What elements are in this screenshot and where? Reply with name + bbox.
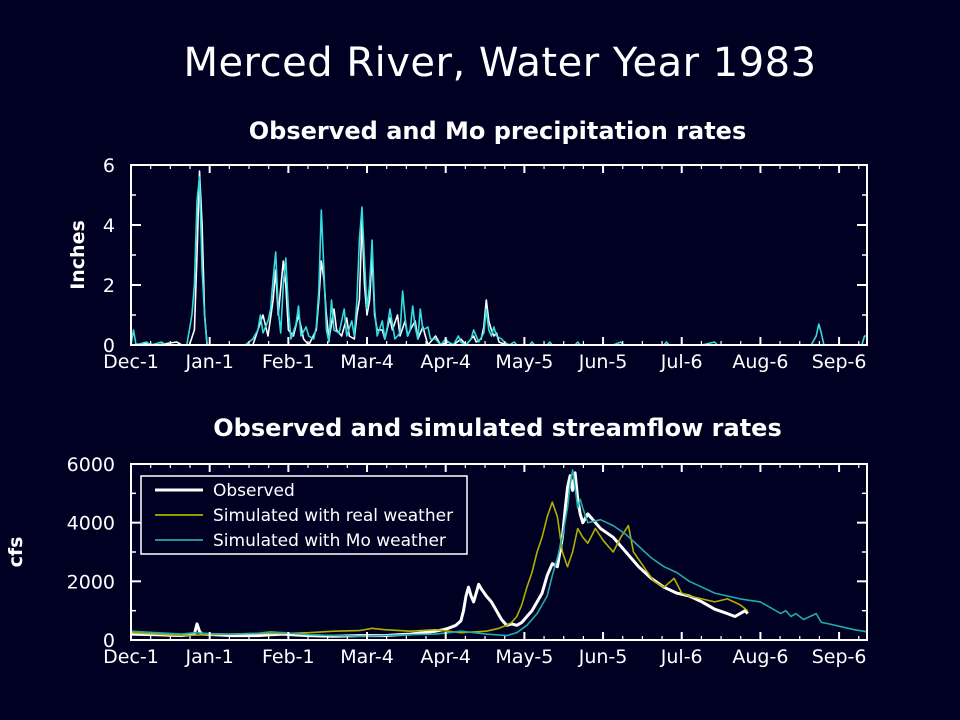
series-line-mo <box>130 176 867 346</box>
y-tick-label: 4000 <box>67 513 115 535</box>
y-tick-label: 6 <box>103 155 115 177</box>
x-tick-label: Jan-1 <box>185 646 234 668</box>
x-tick-label: Sep-6 <box>812 646 867 668</box>
x-tick-label: Jul-6 <box>660 646 703 668</box>
x-tick-label: Jun-5 <box>578 351 628 373</box>
series-line-observed <box>130 170 867 346</box>
y-tick-label: 6000 <box>67 454 115 476</box>
x-tick-label: Feb-1 <box>262 351 315 373</box>
x-tick-label: Mar-4 <box>340 351 394 373</box>
legend: Observed Simulated with real weather Simul… <box>140 475 468 555</box>
y-tick-label: 2 <box>103 275 115 297</box>
x-tick-label: Dec-1 <box>103 646 159 668</box>
plot-frame <box>130 164 868 346</box>
x-tick-label: Dec-1 <box>103 351 159 373</box>
precip-chart: 0 2 4 6 Dec-1 Jan-1 Feb-1 Mar-4 Apr-4 May-5 Jun-5 J… <box>67 155 868 373</box>
main-title: Merced River, Water Year 1983 <box>183 40 817 86</box>
x-tick-label: Sep-6 <box>812 351 867 373</box>
y-axis-label: cfs <box>5 537 27 568</box>
x-tick-label: Feb-1 <box>262 646 315 668</box>
y-tick-label: 4 <box>103 215 115 237</box>
x-tick-label: May-5 <box>495 351 553 373</box>
series-line-simulated-with-mo-weather <box>130 469 868 637</box>
x-tick-label: May-5 <box>495 646 553 668</box>
x-tick-label: Jul-6 <box>660 351 703 373</box>
x-tick-label: Aug-6 <box>732 351 788 373</box>
x-tick-label: Mar-4 <box>340 646 394 668</box>
x-tick-label: Apr-4 <box>420 351 471 373</box>
y-axis-label: Inches <box>67 220 89 290</box>
series-line-simulated-with-real-weather <box>130 501 749 637</box>
y-tick-label: 0 <box>103 630 115 652</box>
x-tick-label: Jan-1 <box>185 351 234 373</box>
x-tick-label: Jun-5 <box>578 646 628 668</box>
legend-entry-label: Simulated with real weather <box>213 506 453 526</box>
streamflow-chart-title: Observed and simulated streamflow rates <box>213 414 782 442</box>
legend-entry-label: Simulated with Mo weather <box>213 531 446 551</box>
y-tick-label: 2000 <box>67 571 115 593</box>
x-tick-label: Apr-4 <box>420 646 471 668</box>
precip-chart-title: Observed and Mo precipitation rates <box>248 117 747 145</box>
y-tick-label: 0 <box>103 335 115 357</box>
streamflow-chart: 0 2000 4000 6000 Dec-1 Jan-1 Feb-1 Mar-4 Apr-4 Ma… <box>5 454 868 668</box>
x-tick-label: Aug-6 <box>732 646 788 668</box>
legend-entry-label: Observed <box>213 481 295 501</box>
